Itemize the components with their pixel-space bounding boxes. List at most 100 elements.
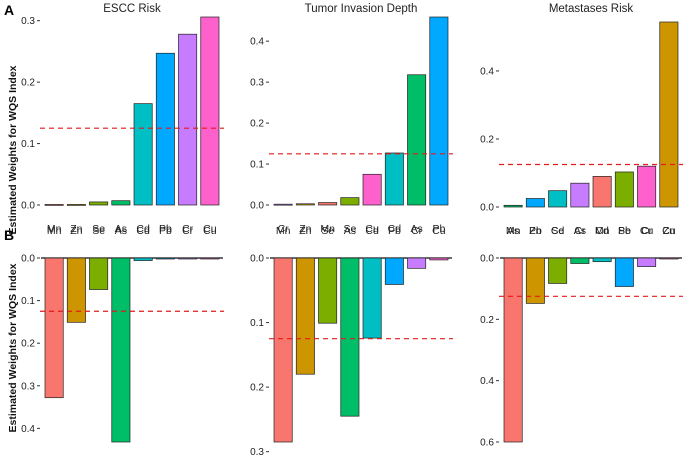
bar-pb: [525, 198, 545, 208]
bar-cd: [592, 257, 612, 263]
bar-se: [89, 201, 109, 206]
chart-panel-2: Tumor Invasion Depth 0.0 0.1 0.2 0.3 0.4 Cr Zn M…: [250, 3, 453, 235]
x-tick-label: Mn: [506, 225, 521, 237]
x-tick-label: Cr: [411, 225, 423, 237]
y-tick-label: 0.4: [250, 37, 264, 48]
x-tick-label: Mn: [276, 225, 291, 237]
x-tick-label: As: [115, 225, 127, 237]
bar-as: [340, 257, 360, 417]
x-tick-label: Se: [618, 225, 631, 237]
y-tick-label: 0.0: [480, 254, 494, 265]
x-tick-label: Mn: [320, 223, 335, 235]
bar-zn: [659, 21, 679, 208]
bar-pb: [384, 257, 404, 285]
chart-panel-5: 0.00.10.20.3Mn Zn Se As Cd Pb Cr Cu: [250, 225, 453, 456]
x-tick-label: Cd: [551, 225, 565, 237]
y-tick-label: 0.3: [21, 381, 35, 392]
x-tick-label: Cu: [640, 225, 654, 237]
x-tick-label: Se: [321, 225, 334, 237]
y-tick-label: 0.2: [480, 134, 494, 145]
x-tick-label: Cu: [365, 223, 379, 235]
y-tick-label: 0.2: [480, 315, 494, 326]
bar-zn: [525, 257, 545, 304]
x-tick-label: Pb: [388, 225, 401, 237]
y-tick-label: 0.0: [250, 201, 264, 212]
y-tick-label: 0.6: [480, 438, 494, 449]
chart-panel-4: 0.0 0.1 0.2 0.3 0.4 Mn Zn Se As Cd Pb Cr Cu: [21, 225, 224, 443]
y-tick-label: 0.2: [21, 78, 35, 89]
bar-cu: [200, 16, 220, 206]
bar-pb: [614, 257, 634, 287]
y-tick-label: 0.0: [21, 254, 35, 265]
x-tick-label: Pb: [529, 225, 542, 237]
x-tick-label: Cr: [641, 225, 653, 237]
bar-as: [407, 74, 427, 206]
panel-label-b: B: [4, 227, 14, 243]
bar-as: [503, 204, 523, 208]
x-tick-label: As: [115, 223, 127, 235]
bar-mn: [318, 202, 338, 206]
bar-cd: [133, 257, 153, 261]
x-tick-label: Cd: [388, 223, 402, 235]
x-tick-label: Zn: [70, 223, 82, 235]
bar-cr: [273, 203, 293, 206]
y-tick-label: 0.0: [21, 201, 35, 212]
x-tick-label: Se: [343, 223, 356, 235]
x-tick-label: As: [410, 223, 422, 235]
chart-panel-6: 0.00.20.40.6Mn Zn Se As Cd Pb Cr Cu: [480, 225, 683, 449]
x-tick-label: Zn: [70, 225, 82, 237]
bar-cr: [570, 182, 590, 208]
x-tick-label: Cd: [136, 225, 150, 237]
bar-pb: [155, 257, 175, 260]
x-tick-label: Mn: [47, 223, 62, 235]
bar-cu: [659, 257, 679, 260]
x-tick-label: Zn: [663, 225, 675, 237]
bar-zn: [295, 257, 315, 375]
bar-pb: [429, 16, 449, 206]
y-axis-label-bottom: Estimated Weights for WQS Index: [7, 263, 19, 432]
bar-cr: [637, 257, 657, 267]
figure-labels: A B Estimated Weights for WQS Index Esti…: [4, 2, 19, 433]
x-tick-label: Zn: [299, 223, 311, 235]
bar-cr: [178, 257, 198, 260]
x-tick-label: Mn: [47, 225, 62, 237]
x-tick-label: Pb: [159, 223, 172, 235]
bar-as: [111, 200, 131, 206]
bar-zn: [295, 203, 315, 206]
bar-cu: [362, 173, 382, 206]
y-tick-label: 0.3: [21, 16, 35, 27]
y-tick-label: 0.3: [250, 447, 264, 456]
x-tick-label: Zn: [299, 225, 311, 237]
y-tick-label: 0.1: [250, 318, 264, 329]
panel-label-a: A: [4, 2, 14, 18]
y-tick-label: 0.1: [21, 296, 35, 307]
x-tick-label: Zn: [529, 225, 541, 237]
y-tick-label: 0.3: [250, 78, 264, 89]
bar-se: [89, 257, 109, 290]
bar-pb: [155, 52, 175, 206]
y-tick-label: 0.1: [250, 160, 264, 171]
x-tick-label: Cd: [595, 225, 609, 237]
x-tick-label: Cu: [432, 225, 446, 237]
chart-title: ESCC Risk: [103, 3, 161, 15]
x-tick-label: Cd: [365, 225, 379, 237]
x-tick-label: Cr: [574, 225, 586, 237]
bar-cd: [133, 103, 153, 206]
bar-se: [340, 197, 360, 206]
x-tick-label: Pb: [159, 225, 172, 237]
x-tick-label: Cr: [182, 225, 194, 237]
bar-cd: [548, 190, 568, 208]
x-tick-label: Cr: [278, 223, 290, 235]
bar-se: [318, 257, 338, 324]
x-tick-label: As: [344, 225, 356, 237]
bar-mn: [273, 257, 293, 443]
y-tick-label: 0.2: [250, 119, 264, 130]
x-tick-label: Pb: [432, 223, 445, 235]
bar-cd: [384, 152, 404, 206]
bar-cr: [178, 33, 198, 206]
x-tick-label: Se: [551, 225, 564, 237]
bar-cu: [200, 257, 220, 260]
bar-se: [548, 257, 568, 284]
bar-mn: [592, 176, 612, 208]
